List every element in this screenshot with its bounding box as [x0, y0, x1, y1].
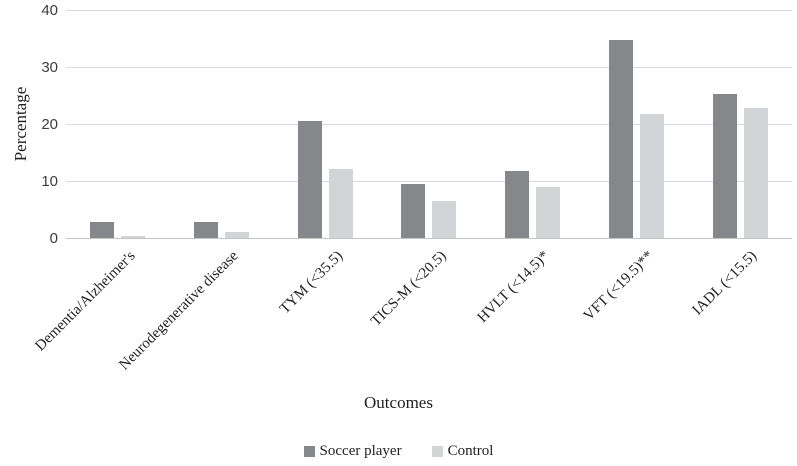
bar-control-6: [640, 114, 664, 238]
y-tick-label-30: 30: [41, 59, 58, 76]
bar-control-7: [744, 108, 768, 238]
bar-soccer-player-6: [609, 40, 633, 238]
gridline-y-30: [66, 67, 792, 68]
bar-soccer-player-3: [298, 121, 322, 238]
bar-soccer-player-1: [90, 222, 114, 238]
bar-control-2: [225, 232, 249, 238]
legend-swatch-icon: [431, 446, 443, 457]
legend: Soccer player Control: [0, 443, 797, 460]
x-category-label: VFT (<19.5)**: [580, 248, 657, 325]
y-tick-label-40: 40: [41, 2, 58, 19]
bar-control-1: [121, 236, 145, 238]
bar-soccer-player-5: [505, 171, 529, 238]
gridline-y-20: [66, 124, 792, 125]
legend-label: Control: [447, 443, 494, 459]
x-category-label: TICS-M (<20.5): [367, 248, 450, 330]
bar-control-5: [536, 187, 560, 238]
bar-soccer-player-2: [194, 222, 218, 238]
legend-item-soccer-player: Soccer player: [303, 443, 402, 460]
legend-item-control: Control: [431, 443, 494, 460]
y-tick-label-0: 0: [49, 230, 58, 247]
y-tick-label-20: 20: [41, 116, 58, 133]
legend-swatch-icon: [303, 446, 315, 457]
gridline-y-10: [66, 181, 792, 182]
x-axis-line: [66, 238, 792, 239]
x-category-label: HVLT (<14.5)*: [475, 248, 554, 326]
gridline-y-40: [66, 10, 792, 11]
bar-control-3: [329, 169, 353, 238]
x-axis-title: Outcomes: [364, 393, 433, 412]
x-category-label: TYM (<35.5): [276, 248, 346, 318]
legend-label: Soccer player: [319, 443, 402, 459]
bar-soccer-player-4: [401, 184, 425, 238]
x-category-label: Neurodegenerative disease: [116, 248, 242, 374]
bar-control-4: [432, 201, 456, 238]
y-tick-label-10: 10: [41, 173, 58, 190]
x-category-label: IADL (<15.5): [689, 248, 761, 319]
x-category-label: Dementia/Alzheimer's: [31, 248, 139, 355]
bar-soccer-player-7: [713, 94, 737, 238]
